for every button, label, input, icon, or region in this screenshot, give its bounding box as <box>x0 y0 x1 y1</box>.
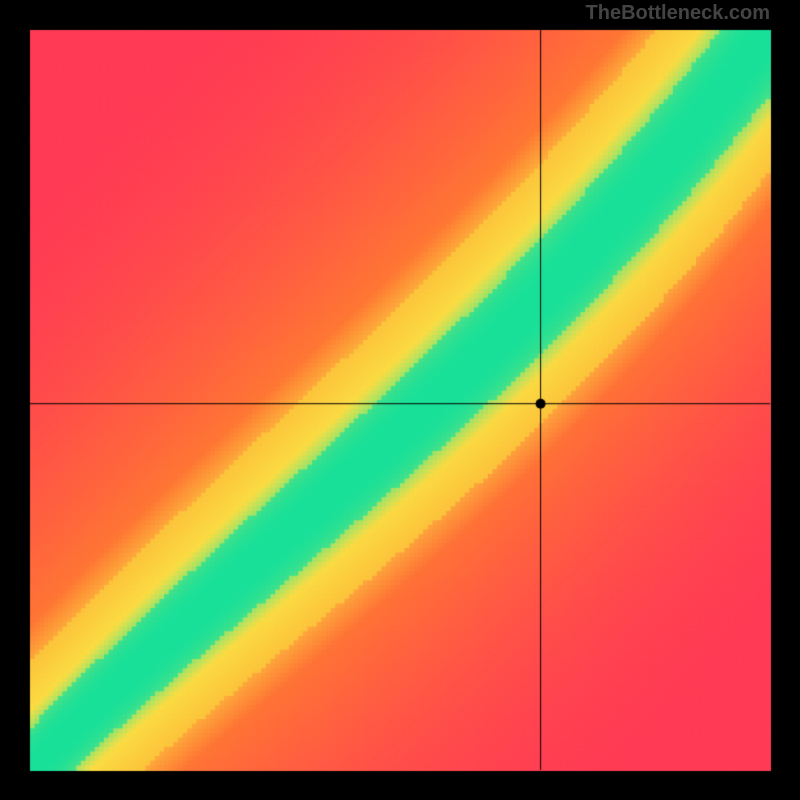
bottleneck-heatmap <box>0 0 800 800</box>
watermark-text: TheBottleneck.com <box>586 2 770 25</box>
